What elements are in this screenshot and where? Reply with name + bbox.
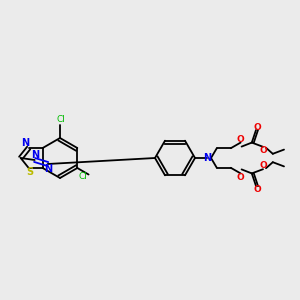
Text: Cl: Cl — [57, 116, 65, 124]
Text: O: O — [259, 161, 267, 170]
Text: O: O — [253, 185, 261, 194]
Text: O: O — [237, 173, 244, 182]
Text: S: S — [26, 167, 33, 177]
Text: O: O — [253, 122, 261, 131]
Text: N: N — [45, 164, 53, 174]
Text: N: N — [22, 138, 30, 148]
Text: O: O — [237, 135, 244, 144]
Text: O: O — [259, 146, 267, 155]
Text: N: N — [203, 153, 211, 163]
Text: Cl: Cl — [78, 172, 87, 181]
Text: N: N — [32, 150, 40, 160]
